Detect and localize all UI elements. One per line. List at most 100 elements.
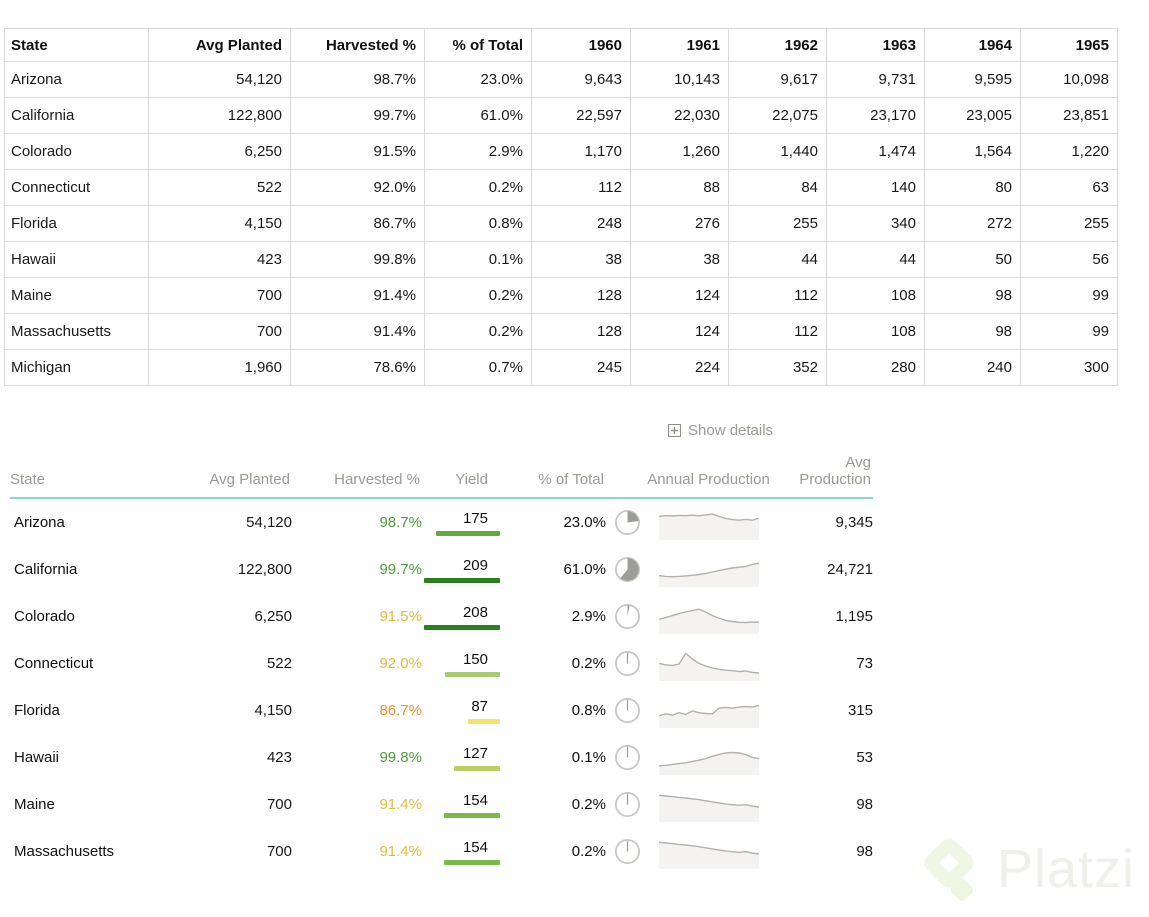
value-cell[interactable]: 54,120 [148,61,291,98]
value-cell[interactable]: 0.2% [424,277,532,314]
value-cell[interactable]: 1,220 [1020,133,1118,170]
value-cell[interactable]: 4,150 [148,205,291,242]
value-cell[interactable]: 23,851 [1020,97,1118,134]
value-cell[interactable]: 128 [531,313,631,350]
value-cell[interactable]: 124 [630,277,729,314]
value-cell[interactable]: 1,960 [148,349,291,386]
value-cell[interactable]: 255 [1020,205,1118,242]
value-cell[interactable]: 272 [924,205,1021,242]
value-cell[interactable]: 124 [630,313,729,350]
value-cell[interactable]: 22,030 [630,97,729,134]
value-cell[interactable]: 248 [531,205,631,242]
state-cell[interactable]: California [4,97,149,134]
value-cell[interactable]: 98 [924,277,1021,314]
value-cell[interactable]: 92.0% [290,169,425,206]
value-cell[interactable]: 6,250 [148,133,291,170]
value-cell[interactable]: 2.9% [424,133,532,170]
value-cell[interactable]: 1,170 [531,133,631,170]
value-cell[interactable]: 352 [728,349,827,386]
value-cell[interactable]: 700 [148,313,291,350]
value-cell[interactable]: 522 [148,169,291,206]
value-cell[interactable]: 84 [728,169,827,206]
value-cell[interactable]: 23,005 [924,97,1021,134]
value-cell[interactable]: 280 [826,349,925,386]
state-cell[interactable]: Michigan [4,349,149,386]
value-cell[interactable]: 423 [148,241,291,278]
value-cell[interactable]: 108 [826,313,925,350]
value-cell[interactable]: 0.2% [424,313,532,350]
value-cell[interactable]: 88 [630,169,729,206]
value-cell[interactable]: 122,800 [148,97,291,134]
top-col-1964[interactable]: 1964 [924,28,1021,62]
value-cell[interactable]: 10,098 [1020,61,1118,98]
top-col-state[interactable]: State [4,28,149,62]
top-col-avg-planted[interactable]: Avg Planted [148,28,291,62]
state-cell[interactable]: Colorado [4,133,149,170]
value-cell[interactable]: 1,440 [728,133,827,170]
value-cell[interactable]: 255 [728,205,827,242]
value-cell[interactable]: 245 [531,349,631,386]
value-cell[interactable]: 98.7% [290,61,425,98]
value-cell[interactable]: 38 [630,241,729,278]
state-cell[interactable]: Arizona [4,61,149,98]
value-cell[interactable]: 22,075 [728,97,827,134]
value-cell[interactable]: 108 [826,277,925,314]
value-cell[interactable]: 0.7% [424,349,532,386]
value-cell[interactable]: 56 [1020,241,1118,278]
value-cell[interactable]: 99.8% [290,241,425,278]
value-cell[interactable]: 1,260 [630,133,729,170]
top-col-1960[interactable]: 1960 [531,28,631,62]
value-cell[interactable]: 86.7% [290,205,425,242]
top-col-of-total[interactable]: % of Total [424,28,532,62]
value-cell[interactable]: 112 [728,277,827,314]
value-cell[interactable]: 224 [630,349,729,386]
value-cell[interactable]: 112 [531,169,631,206]
value-cell[interactable]: 700 [148,277,291,314]
state-cell[interactable]: Hawaii [4,241,149,278]
value-cell[interactable]: 44 [728,241,827,278]
value-cell[interactable]: 0.1% [424,241,532,278]
value-cell[interactable]: 0.8% [424,205,532,242]
value-cell[interactable]: 112 [728,313,827,350]
state-cell[interactable]: Maine [4,277,149,314]
value-cell[interactable]: 63 [1020,169,1118,206]
value-cell[interactable]: 99 [1020,277,1118,314]
value-cell[interactable]: 10,143 [630,61,729,98]
value-cell[interactable]: 50 [924,241,1021,278]
value-cell[interactable]: 99 [1020,313,1118,350]
value-cell[interactable]: 99.7% [290,97,425,134]
value-cell[interactable]: 23,170 [826,97,925,134]
value-cell[interactable]: 61.0% [424,97,532,134]
value-cell[interactable]: 1,474 [826,133,925,170]
value-cell[interactable]: 1,564 [924,133,1021,170]
top-col-1962[interactable]: 1962 [728,28,827,62]
value-cell[interactable]: 340 [826,205,925,242]
value-cell[interactable]: 9,731 [826,61,925,98]
value-cell[interactable]: 80 [924,169,1021,206]
state-cell[interactable]: Massachusetts [4,313,149,350]
value-cell[interactable]: 98 [924,313,1021,350]
value-cell[interactable]: 0.2% [424,169,532,206]
value-cell[interactable]: 91.4% [290,313,425,350]
value-cell[interactable]: 22,597 [531,97,631,134]
value-cell[interactable]: 9,617 [728,61,827,98]
value-cell[interactable]: 9,643 [531,61,631,98]
top-col-1965[interactable]: 1965 [1020,28,1118,62]
value-cell[interactable]: 91.4% [290,277,425,314]
value-cell[interactable]: 9,595 [924,61,1021,98]
top-col-1963[interactable]: 1963 [826,28,925,62]
value-cell[interactable]: 300 [1020,349,1118,386]
value-cell[interactable]: 140 [826,169,925,206]
value-cell[interactable]: 23.0% [424,61,532,98]
value-cell[interactable]: 276 [630,205,729,242]
top-col-harvested[interactable]: Harvested % [290,28,425,62]
state-cell[interactable]: Florida [4,205,149,242]
value-cell[interactable]: 91.5% [290,133,425,170]
state-cell[interactable]: Connecticut [4,169,149,206]
value-cell[interactable]: 38 [531,241,631,278]
value-cell[interactable]: 78.6% [290,349,425,386]
value-cell[interactable]: 128 [531,277,631,314]
value-cell[interactable]: 240 [924,349,1021,386]
top-col-1961[interactable]: 1961 [630,28,729,62]
value-cell[interactable]: 44 [826,241,925,278]
